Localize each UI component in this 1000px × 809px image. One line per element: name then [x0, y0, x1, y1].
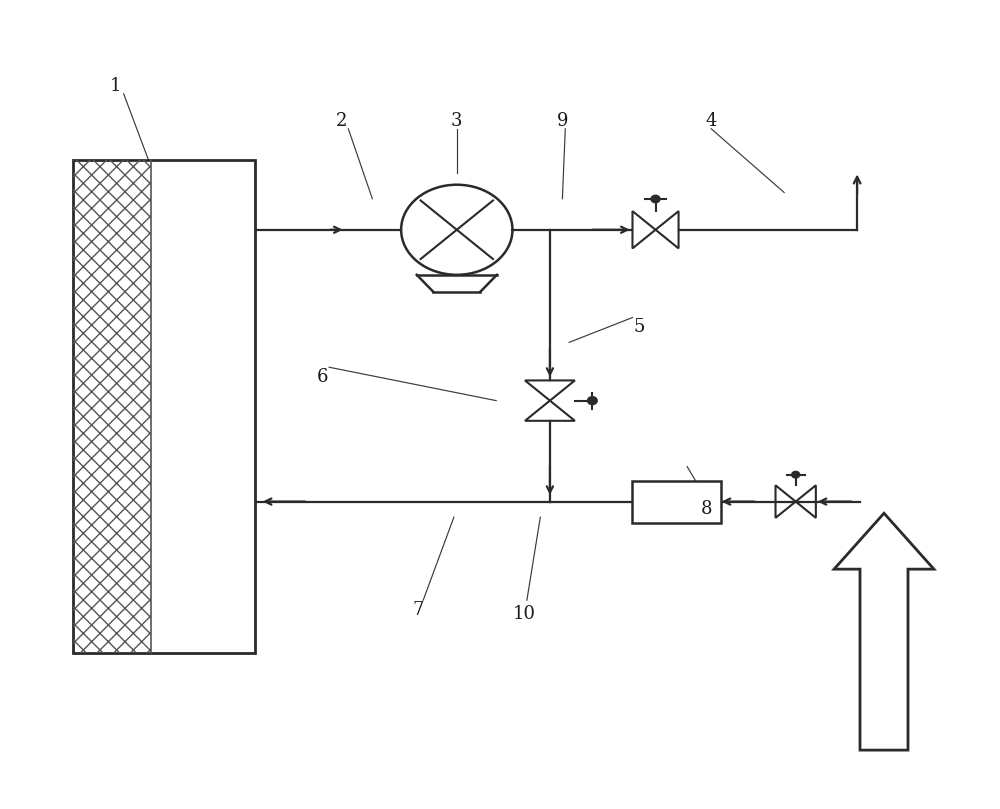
Text: 8: 8	[701, 500, 712, 519]
Text: 5: 5	[634, 318, 645, 336]
Text: 3: 3	[451, 112, 463, 130]
Text: 7: 7	[413, 601, 424, 620]
Circle shape	[588, 397, 597, 404]
Bar	[73, 160, 151, 653]
Circle shape	[792, 472, 799, 477]
Text: 2: 2	[336, 112, 347, 130]
Text: 10: 10	[512, 605, 536, 623]
Circle shape	[651, 196, 660, 202]
Text: 4: 4	[706, 112, 717, 130]
Text: 9: 9	[557, 112, 568, 130]
Bar	[632, 481, 721, 523]
Bar	[73, 160, 255, 653]
Text: 1: 1	[110, 77, 122, 95]
Text: 6: 6	[317, 368, 328, 387]
